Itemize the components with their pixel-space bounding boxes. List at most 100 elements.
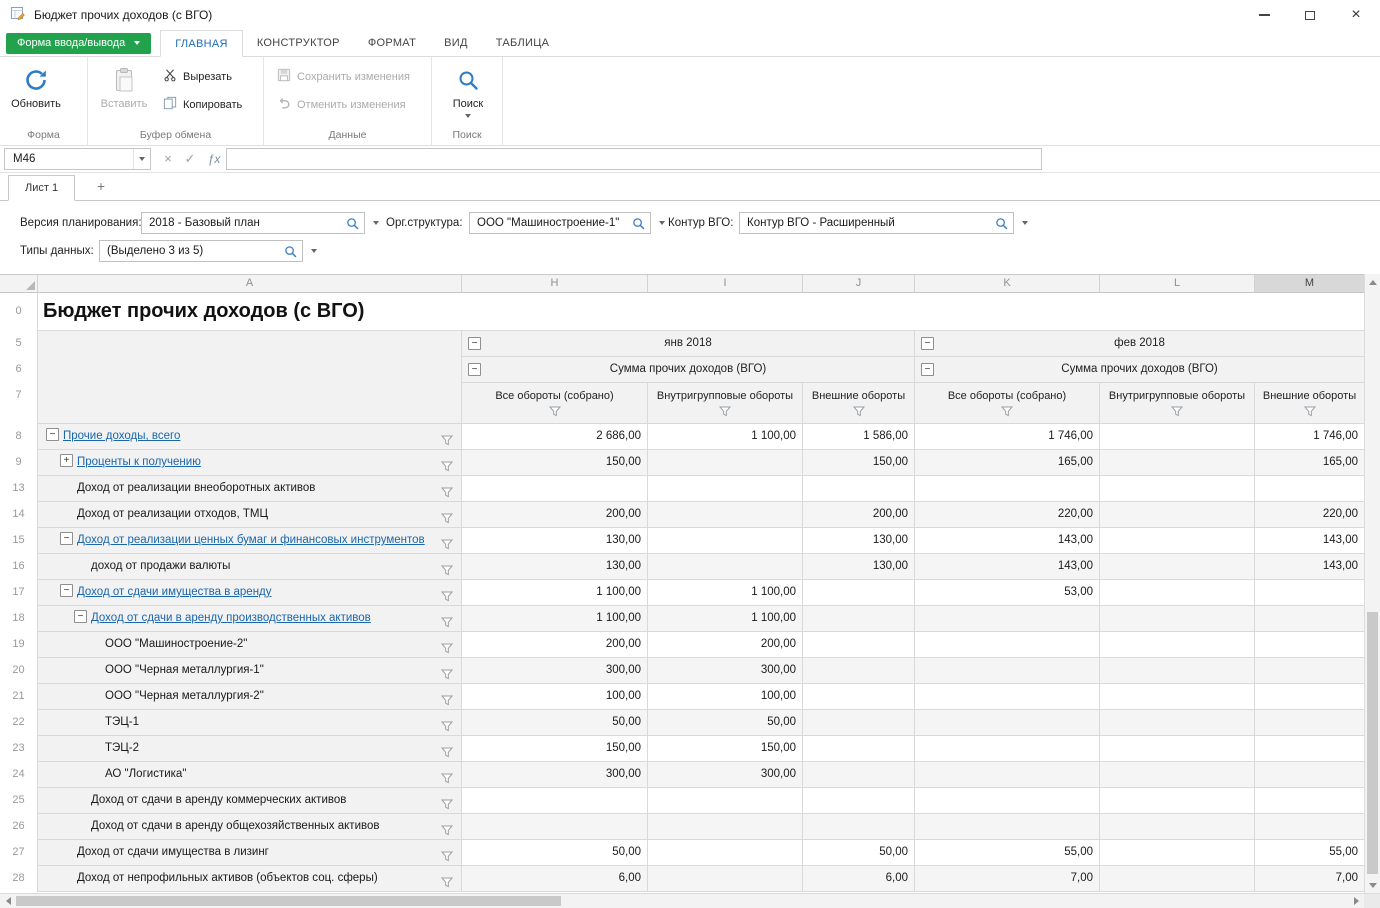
close-button[interactable]: × <box>1333 1 1379 29</box>
row-label-cell[interactable]: − Доход от сдачи в аренду производственны… <box>38 606 462 632</box>
value-cell[interactable]: 200,00 <box>648 632 803 658</box>
value-cell[interactable]: 150,00 <box>462 736 648 762</box>
value-cell[interactable]: 2 686,00 <box>462 424 648 450</box>
filter-funnel-icon[interactable] <box>1171 406 1183 417</box>
value-cell[interactable] <box>803 814 915 840</box>
column-header-M[interactable]: M <box>1255 275 1364 293</box>
value-cell[interactable] <box>1100 554 1255 580</box>
planning-version-combobox[interactable]: 2018 - Базовый план <box>141 212 365 234</box>
value-cell[interactable] <box>803 736 915 762</box>
filter-funnel-icon[interactable] <box>440 643 454 654</box>
filter-funnel-icon[interactable] <box>440 877 454 888</box>
filter-funnel-icon[interactable] <box>440 773 454 784</box>
row-header-15[interactable]: 15 <box>0 528 38 554</box>
horizontal-scrollbar[interactable] <box>0 893 1380 908</box>
row-header-9[interactable]: 9 <box>0 450 38 476</box>
filter-funnel-icon[interactable] <box>440 669 454 680</box>
refresh-button[interactable]: Обновить <box>6 59 66 112</box>
row-label-cell[interactable]: ООО "Черная металлургия-1" <box>38 658 462 684</box>
data-types-combobox[interactable]: (Выделено 3 из 5) <box>99 240 303 262</box>
value-cell[interactable] <box>1100 840 1255 866</box>
select-all-corner[interactable] <box>0 275 38 293</box>
value-cell[interactable]: 100,00 <box>648 684 803 710</box>
value-cell[interactable]: 150,00 <box>462 450 648 476</box>
value-column-header[interactable]: Все обороты (собрано) <box>462 383 648 424</box>
value-cell[interactable] <box>1255 476 1364 502</box>
collapse-toggle[interactable]: − <box>60 584 73 598</box>
horizontal-scroll-thumb[interactable] <box>16 896 561 906</box>
row-label[interactable]: Проценты к получению <box>77 456 201 468</box>
value-cell[interactable] <box>648 788 803 814</box>
scroll-down-button[interactable] <box>1365 877 1380 893</box>
value-cell[interactable] <box>803 762 915 788</box>
vgo-contour-dropdown-button[interactable] <box>1018 212 1032 234</box>
value-cell[interactable]: 220,00 <box>1255 502 1364 528</box>
filter-funnel-icon[interactable] <box>440 747 454 758</box>
name-box-dropdown[interactable] <box>133 149 150 169</box>
row-header-18[interactable]: 18 <box>0 606 38 632</box>
row-filter-button[interactable] <box>440 509 454 527</box>
value-cell[interactable] <box>915 710 1100 736</box>
value-cell[interactable]: 130,00 <box>462 528 648 554</box>
cell-name-box[interactable]: M46 <box>4 148 151 170</box>
value-cell[interactable] <box>1255 606 1364 632</box>
column-header-H[interactable]: H <box>462 275 648 293</box>
row-label-cell[interactable]: доход от продажи валюты <box>38 554 462 580</box>
value-cell[interactable] <box>915 476 1100 502</box>
column-header-A[interactable]: A <box>38 275 462 293</box>
row-header-7[interactable]: 7 <box>0 383 38 424</box>
value-cell[interactable] <box>1255 580 1364 606</box>
filter-funnel-icon[interactable] <box>548 406 561 417</box>
value-cell[interactable]: 300,00 <box>462 658 648 684</box>
row-label-cell[interactable]: + Проценты к получению <box>38 450 462 476</box>
row-label-cell[interactable]: ООО "Машиностроение-2" <box>38 632 462 658</box>
value-cell[interactable] <box>915 736 1100 762</box>
value-cell[interactable] <box>915 788 1100 814</box>
value-cell[interactable] <box>803 658 915 684</box>
value-cell[interactable] <box>1100 658 1255 684</box>
row-label-cell[interactable]: − Прочие доходы, всего <box>38 424 462 450</box>
row-label[interactable]: Прочие доходы, всего <box>63 430 181 442</box>
value-column-header[interactable]: Внутригрупповые обороты <box>648 383 803 424</box>
row-filter-button[interactable] <box>440 613 454 631</box>
value-cell[interactable] <box>1100 762 1255 788</box>
row-filter-button[interactable] <box>440 821 454 839</box>
row-header-0[interactable]: 0 <box>0 293 38 331</box>
row-label-cell[interactable]: Доход от реализации внеоборотных активов <box>38 476 462 502</box>
row-header-26[interactable]: 26 <box>0 814 38 840</box>
value-cell[interactable]: 143,00 <box>915 554 1100 580</box>
org-structure-combobox[interactable]: ООО "Машиностроение-1" <box>469 212 651 234</box>
value-cell[interactable] <box>915 658 1100 684</box>
value-cell[interactable]: 130,00 <box>462 554 648 580</box>
collapse-toggle[interactable]: − <box>74 610 87 624</box>
value-cell[interactable] <box>1100 502 1255 528</box>
cut-button[interactable]: Вырезать <box>156 66 249 87</box>
value-cell[interactable]: 300,00 <box>462 762 648 788</box>
row-label-cell[interactable]: Доход от сдачи в аренду общехозяйственны… <box>38 814 462 840</box>
value-cell[interactable] <box>1255 684 1364 710</box>
value-cell[interactable] <box>648 554 803 580</box>
filter-funnel-icon[interactable] <box>440 617 454 628</box>
formula-input[interactable] <box>226 148 1042 170</box>
row-label[interactable]: Доход от реализации ценных бумаг и финан… <box>77 534 425 546</box>
planning-version-dropdown-button[interactable] <box>369 212 383 234</box>
value-cell[interactable] <box>915 632 1100 658</box>
value-cell[interactable]: 1 100,00 <box>462 606 648 632</box>
insert-function-icon[interactable]: ƒx <box>207 152 221 166</box>
tab-constructor[interactable]: КОНСТРУКТОР <box>256 37 340 49</box>
value-cell[interactable]: 50,00 <box>462 710 648 736</box>
row-header-19[interactable]: 19 <box>0 632 38 658</box>
value-cell[interactable] <box>1100 450 1255 476</box>
row-filter-button[interactable] <box>440 561 454 579</box>
value-cell[interactable]: 1 586,00 <box>803 424 915 450</box>
value-cell[interactable] <box>1255 814 1364 840</box>
value-cell[interactable] <box>803 606 915 632</box>
value-cell[interactable] <box>648 866 803 892</box>
scroll-left-button[interactable] <box>0 894 16 908</box>
search-button[interactable]: Поиск <box>438 59 498 120</box>
row-header-6[interactable]: 6 <box>0 357 38 383</box>
row-label-cell[interactable]: Доход от непрофильных активов (объектов … <box>38 866 462 892</box>
collapse-toggle[interactable]: − <box>60 532 73 546</box>
row-header-27[interactable]: 27 <box>0 840 38 866</box>
value-cell[interactable]: 130,00 <box>803 528 915 554</box>
